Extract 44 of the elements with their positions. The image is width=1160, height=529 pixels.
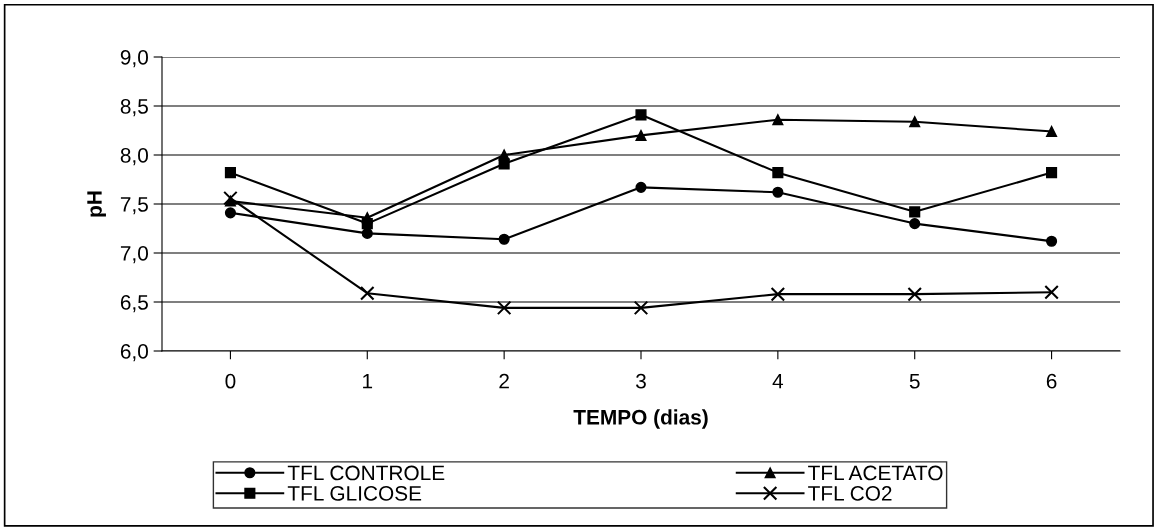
point <box>1046 125 1058 138</box>
x-axis-title: TEMPO (dias) <box>573 409 708 429</box>
point <box>1046 167 1058 179</box>
point <box>1046 235 1058 247</box>
point <box>1044 284 1059 300</box>
y-tick-label: 8,0 <box>120 148 148 166</box>
point <box>633 300 649 316</box>
point <box>772 167 784 179</box>
x-tick-label: 4 <box>772 373 784 389</box>
x-tick-label: 3 <box>636 373 646 389</box>
point <box>909 116 921 128</box>
y-tick-label: 9,0 <box>120 50 148 68</box>
point <box>223 190 238 206</box>
point <box>907 286 922 302</box>
x-tick-label: 2 <box>499 373 509 389</box>
point <box>224 207 236 219</box>
point <box>635 129 647 141</box>
point <box>361 212 373 224</box>
y-tick-label: 7,5 <box>120 197 148 215</box>
point <box>224 167 236 179</box>
point <box>496 300 512 316</box>
point <box>770 286 786 302</box>
y-tick-label: 7,0 <box>120 246 148 264</box>
point <box>360 285 375 301</box>
point <box>498 149 510 161</box>
point <box>772 186 784 198</box>
y-tick-label: 6,5 <box>120 295 148 313</box>
x-tick-label: 0 <box>225 373 236 389</box>
point <box>635 109 647 121</box>
y-axis-title: pH <box>87 191 106 217</box>
point <box>498 233 510 245</box>
x-tick-label: 1 <box>363 373 373 389</box>
legend-label: TFL GLICOSE <box>287 486 422 501</box>
point <box>909 206 921 218</box>
point <box>635 181 647 193</box>
point <box>909 218 921 230</box>
y-tick-label: 8,5 <box>120 99 148 117</box>
x-tick-label: 6 <box>1046 373 1057 389</box>
x-tick-label: 5 <box>909 373 920 389</box>
legend-label: TFL ACETATO <box>808 465 943 481</box>
point <box>772 114 784 126</box>
legend-label: TFL CONTROLE <box>287 465 445 481</box>
legend-label: TFL CO2 <box>808 486 892 501</box>
y-tick-label: 6,0 <box>120 344 148 362</box>
